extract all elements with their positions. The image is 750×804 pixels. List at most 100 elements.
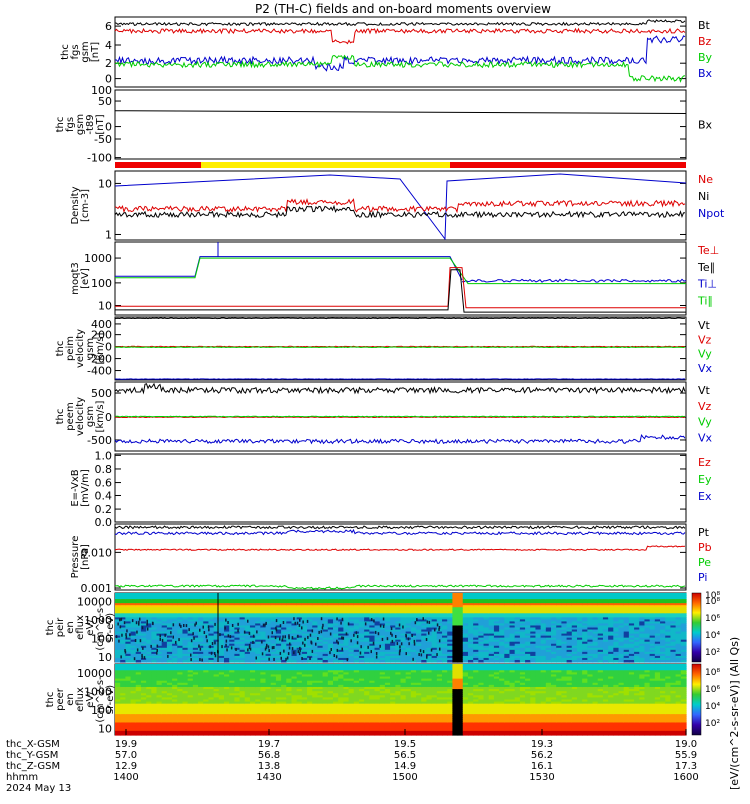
spectrogram-speck	[150, 645, 152, 648]
spectrogram-cell	[660, 660, 666, 663]
spectrogram-speck	[408, 642, 410, 645]
spectrogram-speck	[285, 635, 287, 638]
spectrogram-speck	[152, 622, 154, 625]
spectrogram-speck	[147, 620, 149, 623]
spectrogram-speck	[225, 619, 227, 622]
spectrogram-cell	[375, 660, 381, 663]
spectrogram-speck	[302, 621, 304, 624]
spectrogram-speck	[357, 641, 359, 644]
spectrogram-cell	[250, 660, 256, 663]
spectrogram-speck	[350, 639, 352, 642]
spectrogram-speck	[340, 622, 342, 625]
spectrogram-cell	[556, 660, 562, 663]
legend-pressure-Pe: Pe	[698, 556, 711, 569]
spectrogram-cell	[416, 660, 422, 663]
spectrogram-speck	[297, 622, 299, 625]
spectrogram-speck	[167, 655, 169, 658]
spectrogram-speck	[121, 634, 123, 637]
panel-frame-temp	[115, 242, 686, 315]
spectrogram-cell	[151, 733, 157, 736]
spectrogram-speck	[280, 624, 282, 627]
spectrogram-speck	[293, 651, 295, 654]
spectrogram-speck	[342, 618, 344, 621]
y-axis-label-pressure: Pressure[nPa]	[70, 536, 91, 579]
spectrogram-speck	[263, 624, 265, 627]
spectrogram-cell	[650, 660, 656, 663]
spectrogram-speck	[301, 657, 303, 660]
spectrogram-speck	[439, 639, 441, 642]
spectrogram-speck	[265, 648, 267, 651]
y-axis-label-line: [mV/m]	[80, 469, 91, 507]
spectrogram-speck	[371, 618, 373, 621]
spectrogram-speck	[365, 622, 367, 625]
spectrogram-cell	[291, 660, 297, 663]
spectrogram-speck	[312, 629, 314, 632]
spectrogram-speck	[279, 638, 281, 641]
y-tick-label: -400	[87, 365, 112, 378]
spectrogram-cell	[432, 660, 438, 663]
spectrogram-speck	[295, 622, 297, 625]
legend-temp-Ti: Ti⊥	[697, 278, 717, 291]
spectrogram-speck	[138, 621, 140, 624]
spectrogram-speck	[157, 645, 159, 648]
y-tick-label: 0	[105, 121, 112, 134]
spectrogram-speck	[299, 619, 301, 622]
spectrogram-speck	[206, 639, 208, 642]
spectrogram-peer	[115, 664, 687, 736]
spectrogram-speck	[282, 638, 284, 641]
y-tick-label: 0.4	[95, 489, 113, 502]
spectrogram-speck	[126, 636, 128, 639]
spectrogram-speck	[373, 620, 375, 623]
spectrogram-cell	[182, 660, 188, 663]
spectrogram-speck	[141, 654, 143, 657]
y-tick-label: 50	[98, 95, 112, 108]
legend-efield-Ey: Ey	[698, 473, 712, 486]
spectrogram-speck	[317, 637, 319, 640]
spectrogram-speck	[137, 648, 139, 651]
y-axis-label-density: Density[cm-3]	[70, 186, 91, 224]
spectrogram-cell	[447, 660, 453, 663]
spectrogram-cell	[494, 660, 500, 663]
spectrogram-speck	[266, 644, 268, 647]
spectrogram-cell	[276, 660, 282, 663]
spectrogram-speck	[391, 634, 393, 637]
spectrogram-speck	[252, 641, 254, 644]
spectrogram-speck	[311, 642, 313, 645]
spectrogram-speck	[421, 653, 423, 656]
spectrogram-speck	[126, 629, 128, 632]
spectrogram-speck	[293, 617, 295, 620]
spectrogram-speck	[299, 652, 301, 655]
spectrogram-cell	[406, 660, 412, 663]
spectrogram-speck	[289, 643, 291, 646]
spectrogram-speck	[235, 648, 237, 651]
spectrogram-cell	[328, 660, 334, 663]
spectrogram-speck	[399, 624, 401, 627]
spectrogram-speck	[226, 648, 228, 651]
spectrogram-cell	[510, 660, 516, 663]
spectrogram-speck	[211, 652, 213, 655]
y-tick-label: 0.2	[95, 503, 113, 516]
y-tick-label: 500	[91, 387, 112, 400]
spectrogram-speck	[402, 626, 404, 629]
spectrogram-cell	[193, 733, 199, 736]
spectrogram-speck	[418, 653, 420, 656]
panel-frame-fgs_t89	[115, 90, 686, 159]
spectrogram-cell	[151, 660, 157, 663]
y-axis-label-line: [km/s]	[95, 400, 106, 432]
spectrogram-speck	[343, 637, 345, 640]
spectrogram-speck	[201, 659, 203, 662]
spectrogram-cell	[603, 660, 609, 663]
spectrogram-speck	[411, 634, 413, 637]
spectrogram-cell	[125, 660, 131, 663]
spectrogram-cell	[317, 660, 323, 663]
spectrogram-speck	[298, 650, 300, 653]
spectrogram-speck	[116, 635, 118, 638]
spectrogram-cell	[587, 660, 593, 663]
panel-temp	[115, 242, 686, 315]
spectrogram-cell	[551, 660, 557, 663]
spectrogram-speck	[376, 652, 378, 655]
y-axis-label-line: [eV]	[80, 268, 91, 289]
spectrogram-speck	[406, 652, 408, 655]
spectrogram-speck	[225, 644, 227, 647]
